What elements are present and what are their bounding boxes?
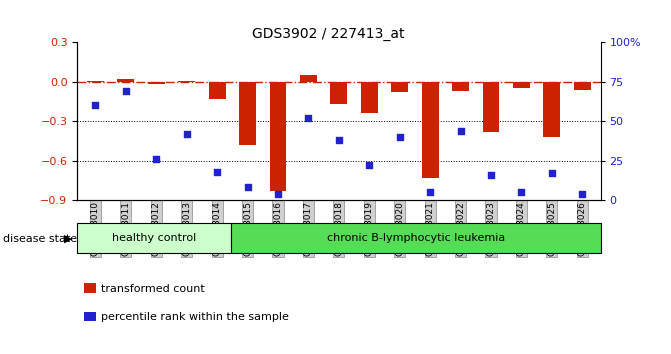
- Text: percentile rank within the sample: percentile rank within the sample: [101, 312, 289, 322]
- Bar: [331, 82, 347, 104]
- Point: [577, 191, 588, 196]
- Point: [181, 131, 192, 137]
- Point: [333, 137, 344, 143]
- Bar: [87, 81, 104, 82]
- Text: disease state: disease state: [3, 234, 77, 244]
- Text: ▶: ▶: [64, 234, 73, 244]
- Point: [272, 191, 283, 196]
- Point: [90, 103, 101, 108]
- Bar: [544, 82, 560, 137]
- Bar: [239, 82, 256, 145]
- Bar: [209, 82, 225, 99]
- Point: [486, 172, 497, 178]
- Point: [425, 189, 435, 195]
- Bar: [422, 82, 439, 178]
- Point: [151, 156, 162, 162]
- Text: chronic B-lymphocytic leukemia: chronic B-lymphocytic leukemia: [327, 233, 505, 243]
- Bar: [178, 81, 195, 82]
- Point: [303, 115, 314, 121]
- Bar: [482, 82, 499, 132]
- Bar: [117, 79, 134, 82]
- Point: [121, 88, 132, 94]
- Bar: [513, 82, 530, 88]
- Bar: [361, 82, 378, 113]
- Title: GDS3902 / 227413_at: GDS3902 / 227413_at: [252, 28, 405, 41]
- Text: healthy control: healthy control: [112, 233, 196, 243]
- Bar: [77, 223, 231, 253]
- Point: [395, 134, 405, 140]
- Bar: [148, 82, 164, 85]
- Point: [455, 128, 466, 133]
- Bar: [452, 82, 469, 91]
- Bar: [231, 223, 601, 253]
- Bar: [270, 82, 287, 191]
- Point: [242, 184, 253, 190]
- Text: transformed count: transformed count: [101, 284, 205, 293]
- Bar: [574, 82, 590, 90]
- Point: [212, 169, 223, 175]
- Bar: [300, 75, 317, 82]
- Point: [364, 162, 374, 168]
- Point: [546, 170, 557, 176]
- Point: [516, 189, 527, 195]
- Bar: [391, 82, 408, 92]
